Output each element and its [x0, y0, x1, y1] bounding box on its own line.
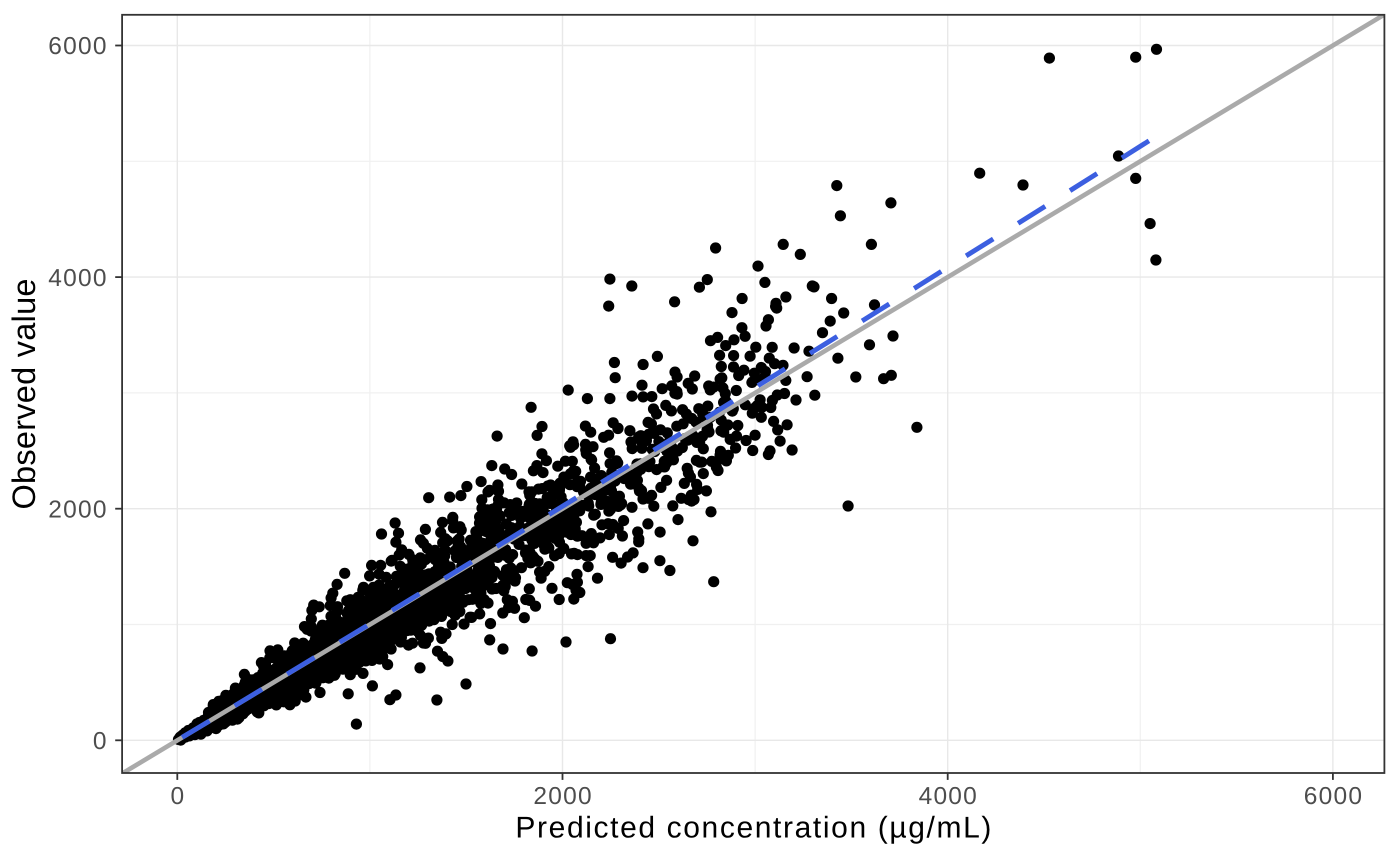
- svg-text:6000: 6000: [1304, 783, 1362, 810]
- svg-text:0: 0: [170, 783, 184, 810]
- svg-text:0: 0: [93, 728, 107, 755]
- svg-text:2000: 2000: [533, 783, 591, 810]
- svg-text:4000: 4000: [919, 783, 977, 810]
- svg-text:Observed value: Observed value: [6, 279, 42, 510]
- svg-text:6000: 6000: [48, 33, 106, 60]
- svg-text:2000: 2000: [48, 496, 106, 523]
- svg-text:4000: 4000: [48, 265, 106, 292]
